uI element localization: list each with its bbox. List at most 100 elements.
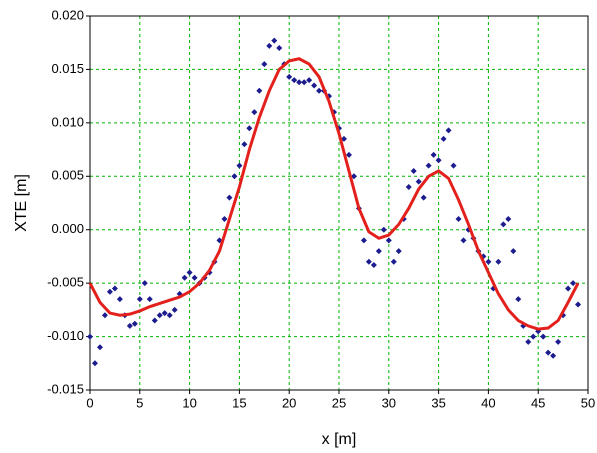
fit-line	[88, 57, 580, 331]
data-point	[360, 237, 367, 244]
data-point	[186, 269, 193, 276]
data-point	[276, 45, 283, 52]
data-point	[540, 333, 547, 340]
data-point	[101, 312, 108, 319]
data-point	[191, 274, 198, 281]
data-point	[385, 237, 392, 244]
data-point	[365, 258, 372, 265]
data-point	[87, 333, 93, 340]
data-point	[525, 338, 532, 345]
data-point	[395, 248, 402, 255]
data-point	[151, 317, 158, 324]
x-tick-label: 40	[481, 395, 495, 410]
data-point	[510, 248, 517, 255]
y-tick-label: 0.015	[51, 61, 84, 76]
data-point	[296, 79, 303, 86]
data-point	[166, 312, 173, 319]
data-point	[256, 87, 263, 94]
x-tick-label: 45	[531, 395, 545, 410]
x-tick-label: 0	[86, 395, 93, 410]
data-point	[435, 157, 442, 164]
y-axis-label: XTE [m]	[13, 174, 30, 232]
data-point	[345, 151, 352, 158]
x-axis-label: x [m]	[322, 431, 357, 448]
data-point	[440, 135, 447, 142]
data-point	[246, 125, 253, 132]
y-tick-label: 0.005	[51, 168, 84, 183]
data-point	[565, 285, 572, 292]
data-point	[106, 288, 113, 295]
x-tick-label: 10	[182, 395, 196, 410]
data-point	[405, 183, 412, 190]
x-tick-label: 5	[136, 395, 143, 410]
y-tick-label: 0.010	[51, 114, 84, 129]
data-point	[380, 226, 387, 233]
data-point	[266, 42, 273, 49]
data-point	[545, 349, 552, 356]
data-point	[460, 237, 467, 244]
data-point	[485, 258, 492, 265]
x-tick-label: 30	[382, 395, 396, 410]
data-point	[286, 73, 293, 80]
data-point	[131, 320, 138, 327]
data-point	[316, 87, 323, 94]
data-point	[575, 301, 582, 308]
data-point	[410, 167, 417, 174]
data-point	[306, 77, 313, 84]
data-point	[570, 280, 577, 287]
x-tick-label: 25	[332, 395, 346, 410]
data-point	[420, 194, 427, 201]
data-point	[241, 141, 248, 148]
data-point	[221, 216, 228, 223]
data-point	[226, 194, 233, 201]
data-point	[311, 82, 318, 89]
y-tick-label: 0.020	[51, 7, 84, 22]
y-tick-label: -0.005	[47, 275, 84, 290]
x-tick-label: 15	[232, 395, 246, 410]
data-point	[350, 173, 357, 180]
data-point	[370, 261, 377, 268]
data-point	[301, 79, 308, 86]
data-point	[136, 296, 143, 303]
data-point	[500, 221, 507, 228]
data-point	[291, 77, 298, 84]
data-point	[96, 344, 103, 351]
data-point	[445, 127, 452, 134]
data-point	[375, 248, 382, 255]
data-point	[550, 352, 557, 359]
data-point	[231, 173, 238, 180]
data-point	[111, 285, 118, 292]
data-point	[415, 178, 422, 185]
data-point	[340, 135, 347, 142]
data-point	[181, 274, 188, 281]
y-tick-label: -0.015	[47, 381, 84, 396]
data-point	[126, 322, 133, 329]
data-point	[161, 310, 168, 317]
data-point	[555, 338, 562, 345]
data-point	[271, 37, 278, 44]
data-point	[430, 151, 437, 158]
data-point	[156, 312, 163, 319]
data-point	[390, 258, 397, 265]
x-tick-label: 50	[581, 395, 595, 410]
data-point	[236, 162, 243, 169]
data-point	[425, 162, 432, 169]
data-point	[116, 296, 123, 303]
data-point	[261, 61, 268, 68]
data-point	[530, 333, 537, 340]
data-point	[505, 216, 512, 223]
data-point	[515, 296, 522, 303]
data-point	[450, 162, 457, 169]
data-point	[171, 306, 178, 313]
x-tick-label: 35	[431, 395, 445, 410]
data-point	[251, 109, 258, 116]
data-point	[495, 258, 502, 265]
x-tick-label: 20	[282, 395, 296, 410]
data-point	[91, 360, 98, 367]
data-point	[146, 296, 153, 303]
data-point	[141, 280, 148, 287]
plot-frame	[89, 15, 589, 391]
y-tick-label: 0.000	[51, 221, 84, 236]
y-tick-label: -0.010	[47, 328, 84, 343]
